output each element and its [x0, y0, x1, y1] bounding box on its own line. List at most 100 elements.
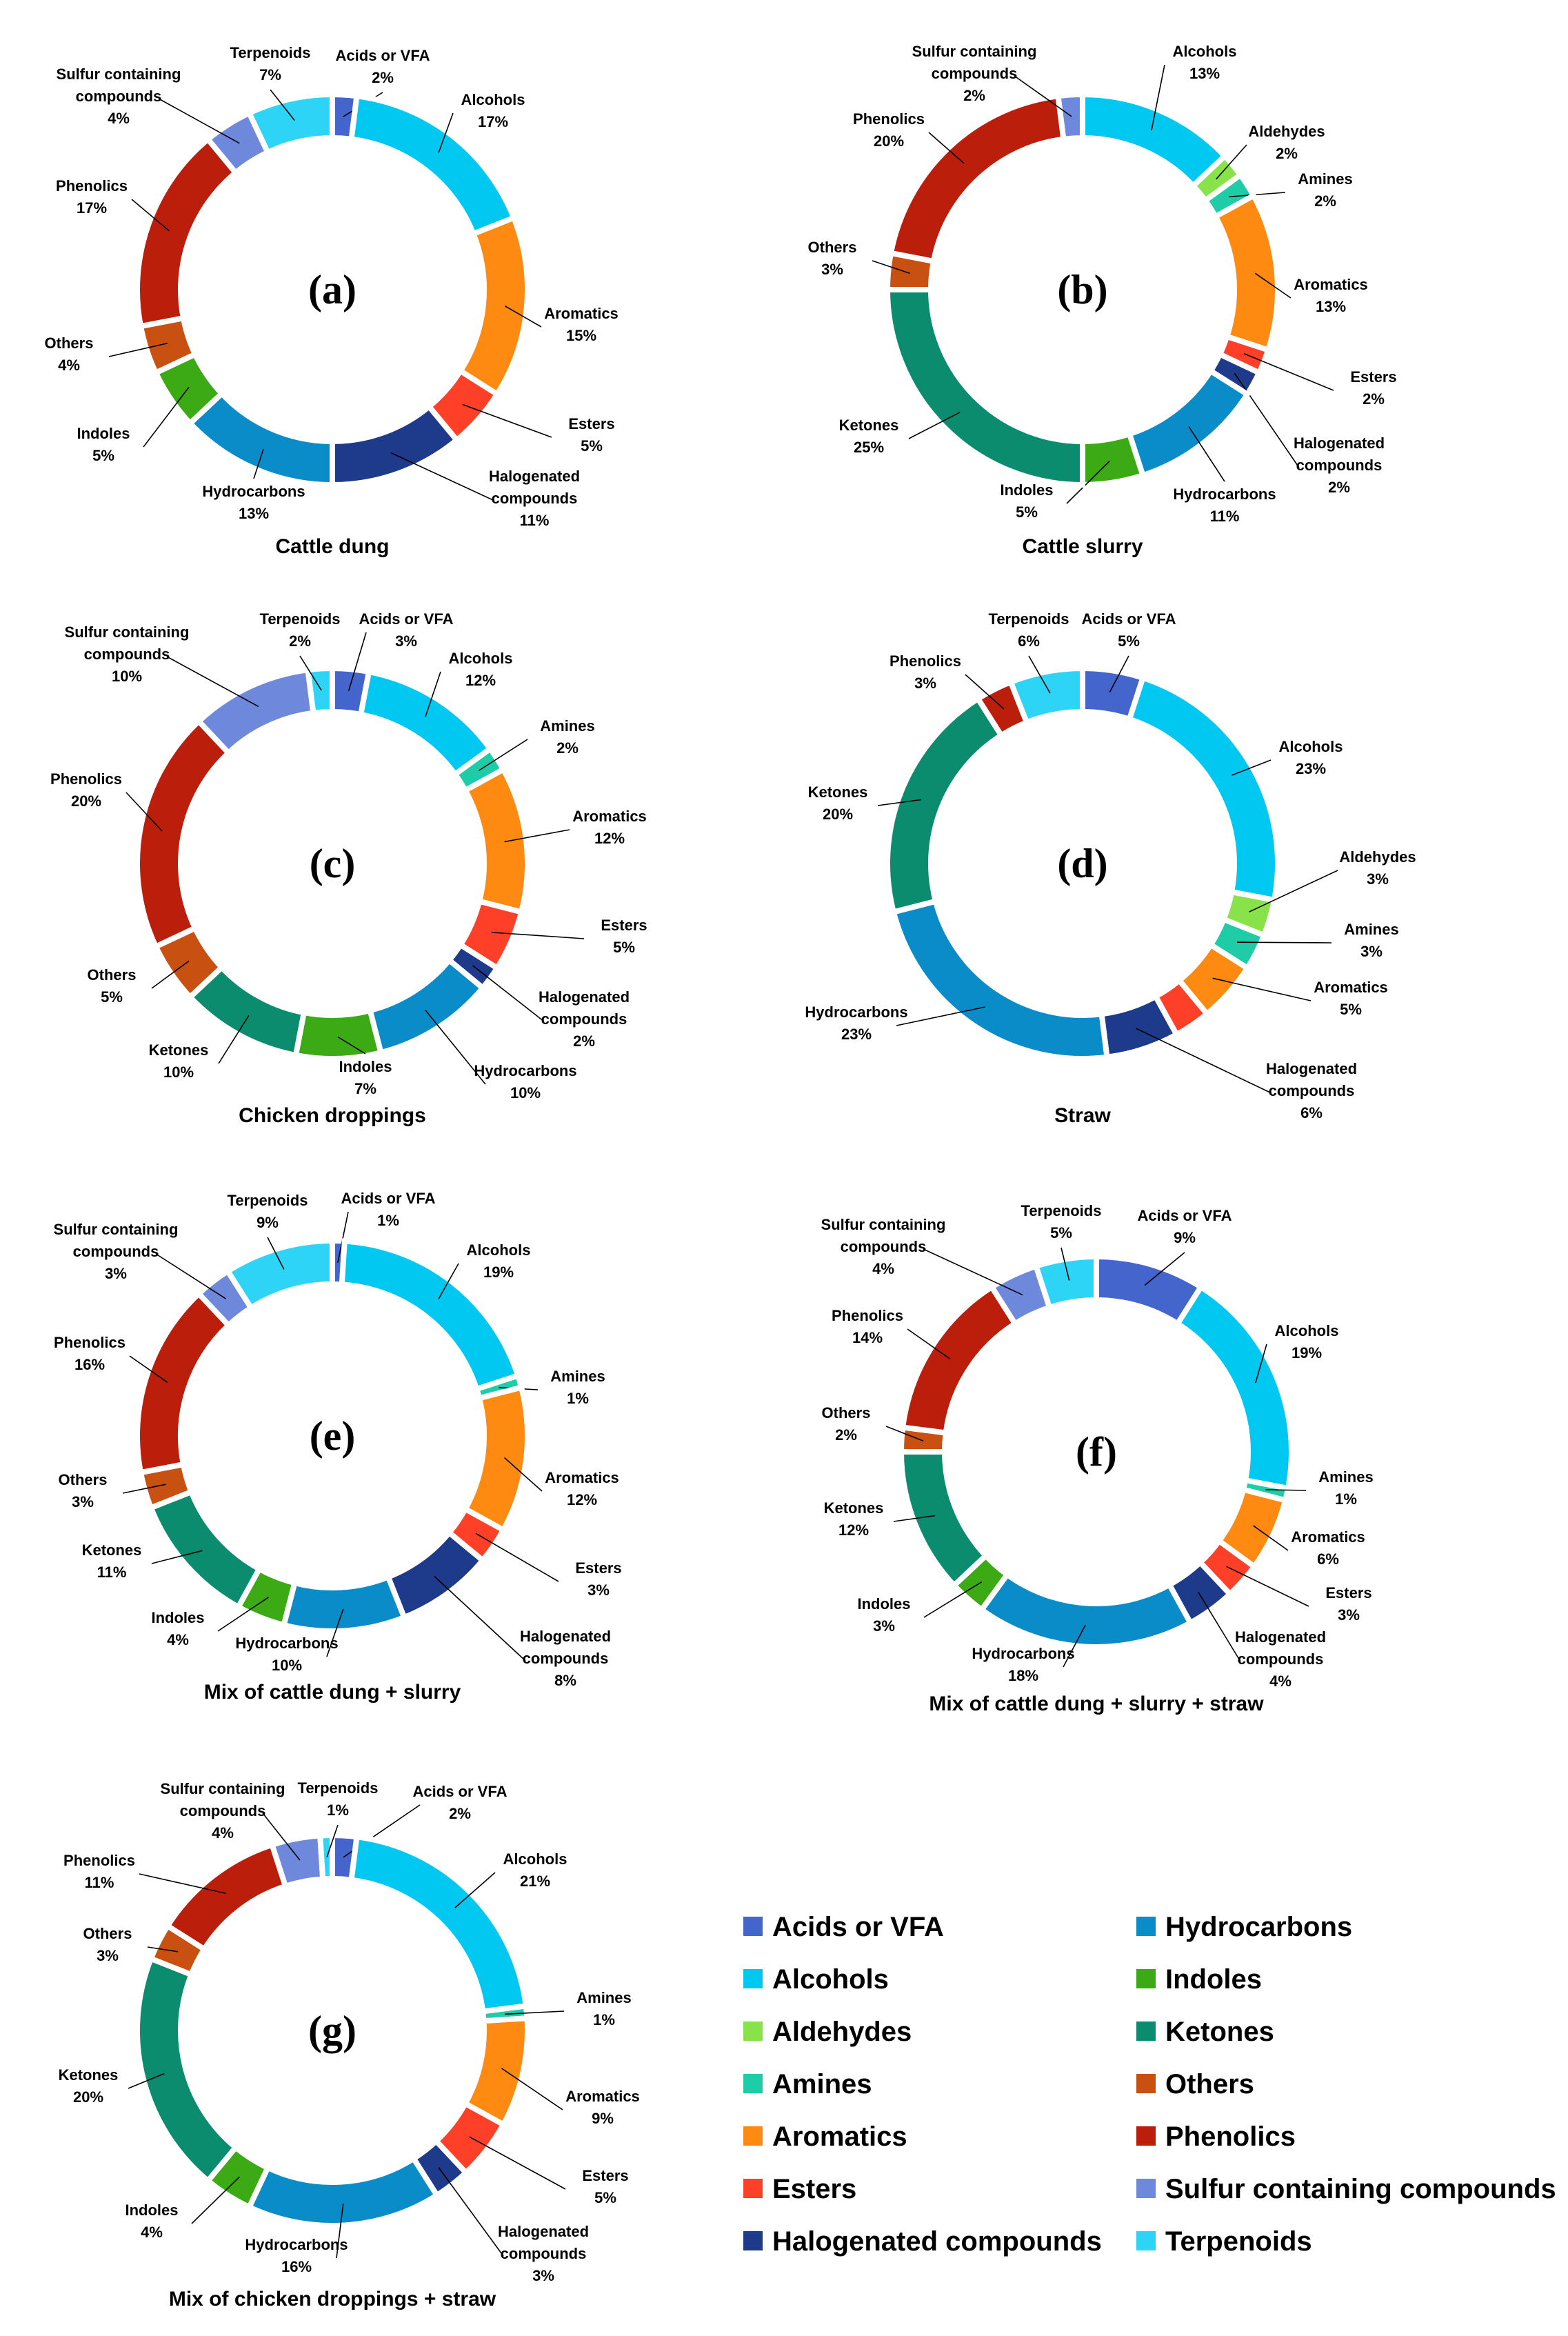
leader-line — [326, 1824, 339, 1857]
slice-label-halogenated-compounds: Halogenated compounds 2% — [1294, 435, 1385, 496]
leader-line — [1144, 1252, 1185, 1286]
leader-line — [217, 1597, 269, 1632]
leader-line — [503, 1457, 543, 1492]
slice-aromatics — [456, 214, 530, 399]
slice-label-hydrocarbons: Hydrocarbons 11% — [1173, 486, 1276, 525]
slice-label-esters: Esters 5% — [601, 917, 647, 956]
slice-label-phenolics: Phenolics 14% — [832, 1307, 903, 1346]
slice-label-acids-or-vfa: Acids or VFA 1% — [341, 1190, 436, 1229]
slice-label-others: Others 4% — [45, 335, 94, 374]
panel-letter: (d) — [1057, 841, 1107, 886]
slice-label-hydrocarbons: Hydrocarbons 10% — [235, 1635, 338, 1674]
leader-line — [1237, 941, 1332, 944]
slice-label-sulfur-containing-compounds: Sulfur containing compounds 4% — [821, 1216, 946, 1277]
leader-line — [923, 1581, 983, 1618]
leader-line — [896, 1006, 985, 1026]
leader-line — [478, 739, 528, 771]
slice-hydrocarbons — [280, 1573, 408, 1634]
slice-label-amines: Amines 1% — [1318, 1468, 1373, 1508]
slice-label-indoles: Indoles 4% — [125, 2202, 178, 2241]
slice-label-ketones: Ketones 20% — [808, 783, 868, 823]
leader-line — [1109, 655, 1129, 692]
legend: Acids or VFA Alcohols Aldehydes Amines Aroma… — [743, 1912, 1556, 2257]
legend-swatch-aromatics — [743, 2126, 763, 2146]
leader-line — [885, 1426, 924, 1441]
slice-label-phenolics: Phenolics 20% — [853, 110, 925, 150]
slice-label-phenolics: Phenolics 3% — [889, 652, 961, 692]
legend-label-amines: Amines — [772, 2069, 872, 2099]
leader-line — [505, 2010, 565, 2015]
leader-line — [491, 932, 585, 939]
donut-chart-g: Acids or VFA 2% Alcohols 21% Amines 1% Aromati… — [59, 1779, 640, 2310]
slice-label-indoles: Indoles 5% — [1000, 481, 1053, 521]
legend-label-esters: Esters — [772, 2174, 856, 2204]
leader-line — [472, 965, 545, 1022]
slice-label-aromatics: Aromatics 9% — [565, 2088, 640, 2127]
panel-title: Mix of cattle dung + slurry + straw — [929, 1693, 1264, 1715]
leader-line — [1014, 75, 1072, 117]
slice-label-aldehydes: Aldehydes 3% — [1339, 848, 1416, 888]
leader-line — [337, 1036, 366, 1055]
legend-swatch-aldehydes — [743, 2021, 763, 2041]
slice-label-amines: Amines 1% — [550, 1368, 605, 1407]
slice-label-alcohols: Alcohols 13% — [1173, 43, 1237, 82]
slice-label-indoles: Indoles 5% — [77, 425, 130, 464]
slice-label-halogenated-compounds: Halogenated compounds 2% — [539, 988, 630, 1050]
legend-label-aromatics: Aromatics — [772, 2122, 907, 2152]
leader-line — [872, 260, 910, 274]
leader-line — [438, 2167, 504, 2257]
leader-line — [158, 98, 240, 144]
slice-label-halogenated-compounds: Halogenated compounds 8% — [520, 1628, 611, 1689]
slice-hydrocarbons — [245, 2155, 441, 2228]
panel-title: Mix of chicken droppings + straw — [169, 2288, 496, 2310]
leader-line — [1226, 1566, 1309, 1607]
panel-title: Cattle slurry — [1022, 535, 1143, 558]
slice-label-ketones: Ketones 11% — [82, 1541, 142, 1581]
leader-line — [218, 1015, 250, 1064]
slice-hydrocarbons — [186, 389, 335, 488]
legend-swatch-hydrocarbons — [1136, 1917, 1156, 1936]
slice-label-ketones: Ketones 20% — [59, 2066, 119, 2106]
slice-label-sulfur-containing-compounds: Sulfur containing compounds 3% — [54, 1221, 179, 1282]
leader-line — [434, 1575, 526, 1661]
slice-label-aromatics: Aromatics 15% — [544, 305, 619, 344]
slice-phenolics — [134, 135, 240, 330]
leader-line — [125, 792, 163, 832]
leader-line — [965, 674, 1005, 710]
leader-line — [151, 1550, 203, 1564]
leader-line — [270, 89, 295, 121]
slice-label-alcohols: Alcohols 23% — [1279, 738, 1343, 777]
legend-swatch-sulfur-containing-compounds — [1136, 2179, 1156, 2198]
slice-label-aromatics: Aromatics 6% — [1291, 1528, 1365, 1568]
slice-label-others: Others 3% — [83, 1925, 132, 1964]
slice-label-indoles: Indoles 3% — [857, 1595, 910, 1635]
legend-label-indoles: Indoles — [1165, 1964, 1262, 1995]
slice-label-sulfur-containing-compounds: Sulfur containing compounds 4% — [161, 1780, 285, 1841]
slice-label-aromatics: Aromatics 12% — [545, 1469, 619, 1508]
slice-label-terpenoids: Terpenoids 7% — [230, 44, 311, 83]
slice-hydrocarbons — [366, 956, 487, 1056]
slice-hydrocarbons — [978, 1570, 1194, 1650]
slice-label-aldehydes: Aldehydes 2% — [1248, 123, 1325, 162]
slice-label-halogenated-compounds: Halogenated compounds 11% — [489, 468, 580, 529]
legend-swatch-halogenated-compounds — [743, 2231, 763, 2250]
slice-label-amines: Amines 2% — [1298, 170, 1352, 210]
slice-terpenoids — [316, 1832, 335, 1882]
slice-label-hydrocarbons: Hydrocarbons 13% — [202, 483, 305, 522]
slice-label-acids-or-vfa: Acids or VFA 5% — [1082, 610, 1176, 650]
leader-line — [129, 1355, 168, 1383]
leader-line — [1253, 1525, 1289, 1551]
slice-terpenoids — [1007, 665, 1085, 726]
donut-chart-b: Alcohols 13% Aldehydes 2% Amines 2% Aromatics 1… — [808, 43, 1397, 558]
slice-label-indoles: Indoles 4% — [151, 1609, 204, 1648]
leader-line — [425, 1009, 486, 1085]
slice-label-hydrocarbons: Hydrocarbons 18% — [972, 1645, 1074, 1684]
slice-label-esters: Esters 3% — [575, 1559, 621, 1599]
donut-chart-e: Acids or VFA 1% Alcohols 19% Amines 1% Aromati… — [54, 1190, 622, 1704]
legend-swatch-acids-or-vfa — [743, 1917, 763, 1936]
slice-label-esters: Esters 3% — [1325, 1584, 1371, 1624]
slice-label-terpenoids: Terpenoids 5% — [1021, 1202, 1102, 1241]
leader-line — [1234, 372, 1300, 468]
slice-label-terpenoids: Terpenoids 6% — [989, 610, 1069, 650]
